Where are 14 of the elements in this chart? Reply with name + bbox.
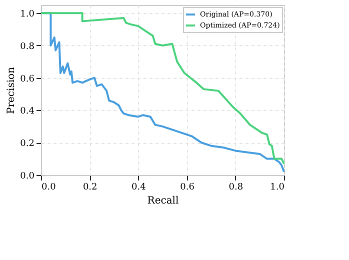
x-axis-title: Recall [147, 196, 179, 206]
y-axis-title: Precision [6, 66, 18, 114]
x-tick-label: 0.2 [82, 182, 98, 192]
x-tick-label: 0.8 [228, 182, 244, 192]
y-tick-label: 1.0 [20, 10, 35, 20]
x-tick-label: 0.6 [180, 182, 195, 192]
y-tick-label: 0.0 [20, 172, 35, 182]
y-tick-label: 0.4 [20, 106, 35, 117]
y-tick-label: 0.2 [20, 139, 34, 150]
y-tick-label: 0.8 [20, 42, 35, 52]
y-tick-label: 0.6 [20, 74, 35, 84]
x-tick-label: 1.0 [270, 182, 285, 192]
x-tick-label: 0.4 [132, 182, 146, 192]
x-tick-label: 0.0 [42, 182, 56, 192]
